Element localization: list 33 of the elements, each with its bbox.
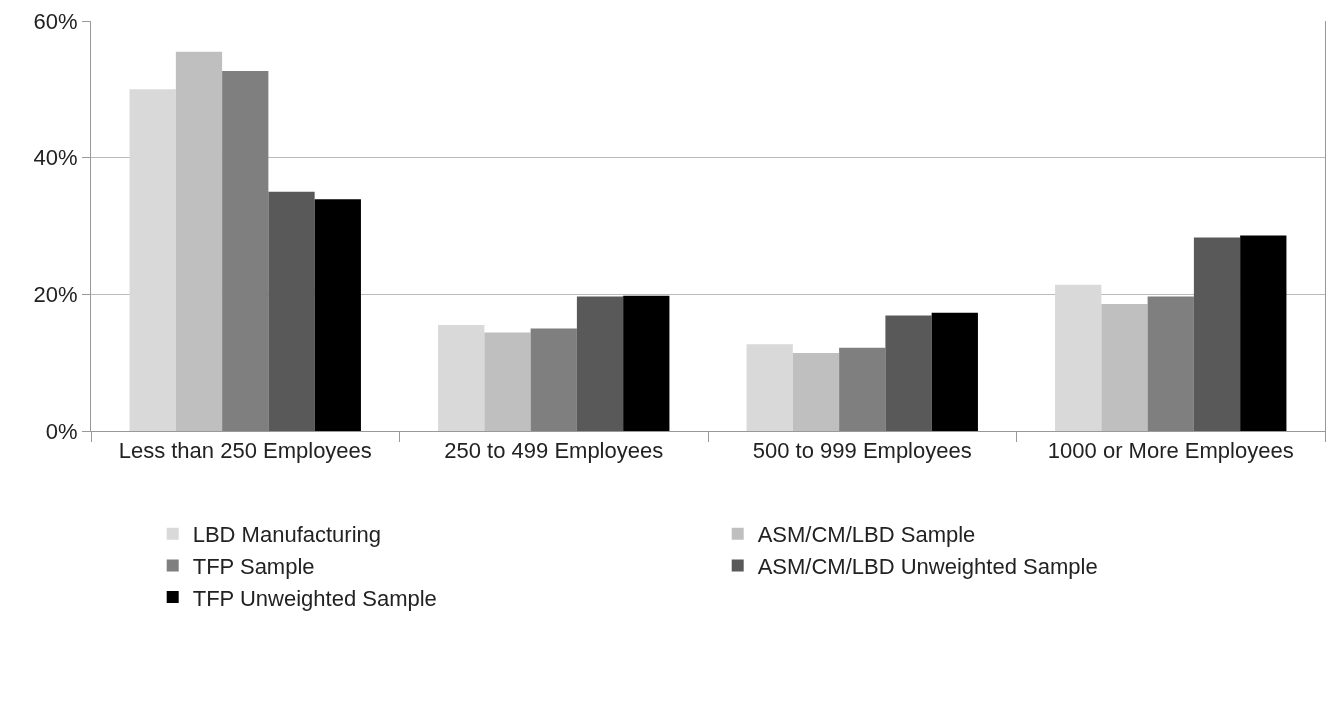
bar (623, 295, 670, 431)
bar (268, 191, 315, 431)
legend-label: LBD Manufacturing (192, 522, 382, 548)
legend-label: ASM/CM/LBD Unweighted Sample (757, 553, 1098, 579)
y-tick-label: 40% (33, 145, 78, 171)
x-tick-label: 1000 or More Employees (1047, 438, 1294, 464)
legend-label: TFP Unweighted Sample (192, 585, 437, 611)
x-tick-label: 500 to 999 Employees (752, 438, 972, 464)
bar (576, 296, 624, 431)
y-tick-label: 0% (45, 418, 78, 444)
bar (746, 344, 793, 431)
bar (1240, 235, 1287, 431)
bar (438, 325, 485, 431)
bar (314, 199, 361, 431)
y-tick-label: 20% (33, 282, 78, 308)
bar (792, 353, 840, 431)
legend-label: TFP Sample (192, 553, 315, 579)
x-tick-label: Less than 250 Employees (118, 438, 372, 464)
bar (530, 328, 577, 431)
bar (931, 312, 978, 431)
bar (222, 70, 269, 431)
x-tick-label: 250 to 499 Employees (444, 438, 664, 464)
bar (1147, 296, 1194, 431)
bar (839, 347, 886, 431)
bar (484, 332, 531, 431)
bar (1193, 237, 1241, 431)
y-tick-label: 60% (33, 8, 78, 34)
bar (175, 51, 223, 431)
bar (1055, 284, 1102, 431)
bar (129, 89, 176, 431)
bar (1101, 303, 1148, 431)
bar (885, 315, 932, 431)
legend-label: ASM/CM/LBD Sample (757, 522, 976, 548)
